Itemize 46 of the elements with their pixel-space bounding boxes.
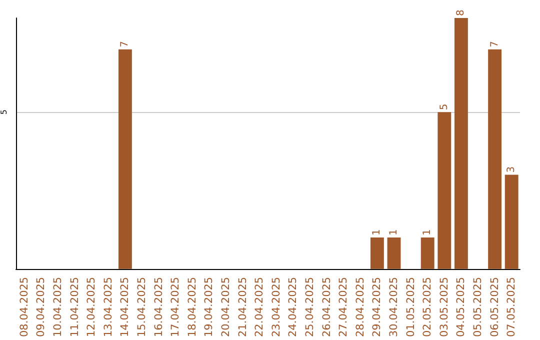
x-tick-label: 24.04.2025 bbox=[287, 276, 300, 338]
x-tick-label: 08.04.2025 bbox=[18, 276, 30, 338]
x-tick-label: 03.05.2025 bbox=[438, 276, 450, 338]
x-tick-label: 30.04.2025 bbox=[388, 276, 400, 338]
x-tick-label: 04.05.2025 bbox=[455, 276, 468, 338]
x-tick-label: 09.04.2025 bbox=[35, 276, 48, 338]
bar bbox=[438, 112, 452, 269]
x-tick-label: 06.05.2025 bbox=[488, 276, 501, 338]
x-tick-label: 18.04.2025 bbox=[186, 276, 198, 338]
bar bbox=[370, 238, 384, 269]
x-tick-label: 16.04.2025 bbox=[152, 276, 165, 338]
x-tick-label: 02.05.2025 bbox=[422, 276, 434, 338]
x-tick-label: 01.05.2025 bbox=[404, 276, 417, 338]
x-tick-label: 27.04.2025 bbox=[338, 276, 350, 338]
bar bbox=[504, 174, 518, 269]
x-tick-label: 17.04.2025 bbox=[170, 276, 182, 338]
x-tick-label: 12.04.2025 bbox=[86, 276, 98, 338]
x-tick-label: 21.04.2025 bbox=[236, 276, 249, 338]
bar bbox=[387, 238, 401, 269]
x-tick-label: 23.04.2025 bbox=[270, 276, 282, 338]
x-tick-label: 22.04.2025 bbox=[254, 276, 266, 338]
x-tick-label: 25.04.2025 bbox=[304, 276, 316, 338]
data-label: 7 bbox=[120, 40, 131, 48]
data-label: 8 bbox=[456, 10, 467, 16]
x-tick-label: 29.04.2025 bbox=[371, 276, 384, 338]
data-label: 7 bbox=[489, 40, 500, 48]
x-tick-label: 14.04.2025 bbox=[119, 276, 132, 338]
x-tick-label: 11.04.2025 bbox=[68, 276, 81, 338]
data-label: 1 bbox=[422, 229, 434, 236]
data-label: 3 bbox=[506, 166, 518, 173]
x-tick-label: 05.05.2025 bbox=[472, 276, 484, 338]
data-label: 1 bbox=[372, 229, 383, 236]
bar bbox=[454, 18, 468, 269]
x-tick-label: 15.04.2025 bbox=[136, 276, 148, 338]
x-tick-label: 10.04.2025 bbox=[52, 276, 64, 338]
data-label: 1 bbox=[388, 229, 400, 236]
data-label: 5 bbox=[438, 104, 450, 110]
x-tick-label: 19.04.2025 bbox=[203, 276, 216, 338]
bar bbox=[488, 49, 502, 269]
bar bbox=[420, 238, 434, 269]
bar bbox=[118, 49, 132, 269]
x-tick-label: 26.04.2025 bbox=[320, 276, 333, 338]
x-tick-label: 07.05.2025 bbox=[506, 276, 518, 338]
x-tick-label: 20.04.2025 bbox=[220, 276, 232, 338]
x-tick-label: 28.04.2025 bbox=[354, 276, 366, 338]
x-tick-label: 13.04.2025 bbox=[102, 276, 114, 338]
